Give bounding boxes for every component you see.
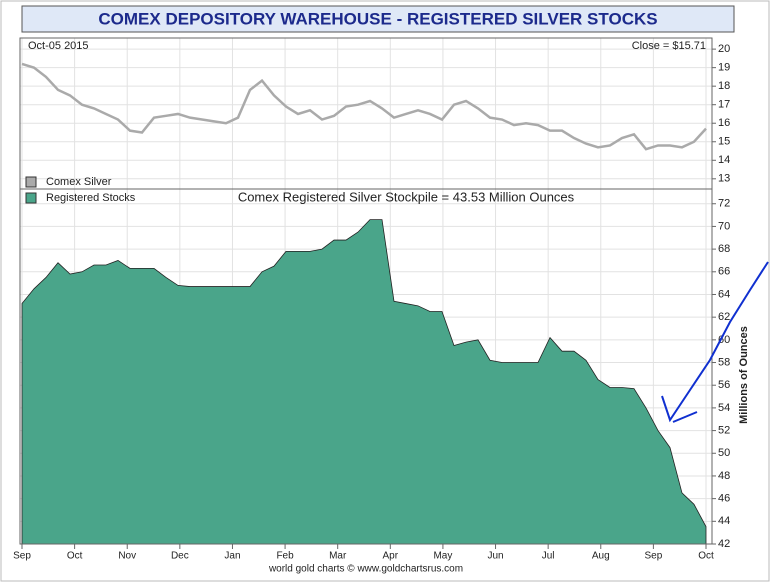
x-tick-label: Dec: [171, 551, 189, 562]
x-tick-label: Jun: [487, 551, 503, 562]
legend-swatch: [25, 176, 37, 188]
x-tick-label: Oct: [698, 551, 714, 562]
y-tick-label: 52: [718, 424, 730, 436]
y-tick-label: 42: [718, 538, 730, 550]
subtitle: Comex Registered Silver Stockpile = 43.5…: [238, 189, 575, 204]
y-tick-label: 19: [718, 62, 730, 74]
x-tick-label: Oct: [67, 551, 83, 562]
y-tick-label: 46: [718, 493, 730, 505]
legend-swatch: [25, 192, 37, 204]
y-tick-label: 66: [718, 266, 730, 278]
close-annotation: Close = $15.71: [632, 40, 706, 52]
plot-border: [19, 37, 713, 545]
x-tick-label: May: [433, 551, 452, 562]
y-tick-label: 60: [718, 334, 730, 346]
plots: 13 14 15 16 17 18 19 20 42 44 46 48 50 52 54 56 58 60 62 64…: [13, 38, 730, 562]
x-tick-label: Apr: [383, 551, 399, 562]
area: [21, 219, 707, 545]
x-tick-label: Jul: [542, 551, 555, 562]
hand-drawn-arrow: [661, 261, 769, 423]
hand-drawn-stroke: [672, 411, 698, 423]
y-tick-label: 20: [718, 43, 730, 55]
title-banner: [21, 5, 735, 33]
date-annotation: Oct-05 2015: [28, 40, 89, 52]
footer: world gold charts © www.goldchartsrus.co…: [268, 564, 463, 575]
y-tick-label: 48: [718, 470, 730, 482]
y-axis-label: Millions of Ounces: [738, 326, 750, 424]
y-tick-label: 70: [718, 220, 730, 232]
y-tick-label: 18: [718, 80, 730, 92]
line: [21, 62, 707, 151]
y-tick-label: 62: [718, 311, 730, 323]
y-tick-label: 14: [718, 154, 730, 166]
chart-title: COMEX DEPOSITORY WAREHOUSE - REGISTERED …: [98, 9, 657, 28]
y-tick-label: 17: [718, 99, 730, 111]
y-tick-label: 54: [718, 402, 730, 414]
x-tick-label: Sep: [13, 551, 31, 562]
x-tick-label: Sep: [644, 551, 662, 562]
y-tick-label: 15: [718, 136, 730, 148]
y-tick-label: 13: [718, 173, 730, 185]
y-tick-label: 72: [718, 198, 730, 210]
y-tick-label: 16: [718, 117, 730, 129]
x-tick-label: Jan: [224, 551, 240, 562]
x-tick-label: Nov: [118, 551, 136, 562]
y-tick-label: 58: [718, 356, 730, 368]
y-tick-label: 64: [718, 288, 730, 300]
y-tick-label: 50: [718, 447, 730, 459]
y-tick-label: 56: [718, 379, 730, 391]
legend-label: Comex Silver: [46, 176, 112, 188]
x-tick-label: Mar: [329, 551, 347, 562]
x-tick-label: Feb: [276, 551, 294, 562]
legend-label: Registered Stocks: [46, 192, 136, 204]
x-tick-label: Aug: [592, 551, 610, 562]
y-tick-label: 68: [718, 243, 730, 255]
y-tick-label: 44: [718, 515, 730, 527]
